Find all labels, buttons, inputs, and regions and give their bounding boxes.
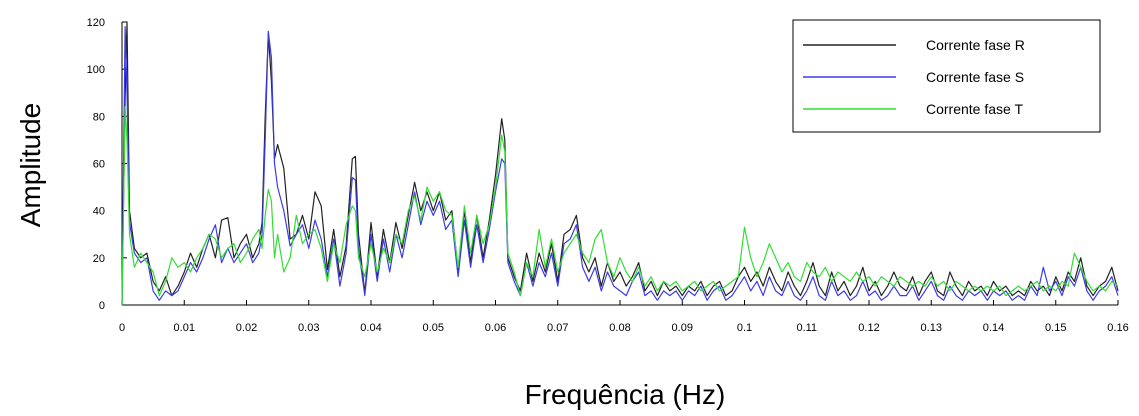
- x-tick-label: 0.06: [485, 322, 506, 334]
- series-line-1: [121, 26, 1119, 306]
- x-tick-label: 0.16: [1107, 322, 1128, 334]
- y-tick-label: 100: [87, 64, 105, 76]
- x-tick-label: 0.14: [983, 322, 1004, 334]
- x-tick-label: 0.04: [360, 322, 381, 334]
- x-axis-title: Frequência (Hz): [525, 379, 726, 410]
- x-axis: 0 0.01 0.02 0.03 0.04 0.05 0.06 0.07 0.08 0.09 0.1…: [119, 300, 1129, 334]
- x-tick-label: 0.02: [236, 322, 257, 334]
- y-tick-label: 80: [93, 111, 105, 123]
- y-tick-label: 40: [93, 206, 105, 218]
- x-tick-label: 0.07: [547, 322, 568, 334]
- x-tick-label: 0.12: [858, 322, 879, 334]
- series-line-2: [121, 106, 1119, 306]
- x-tick-label: 0.08: [609, 322, 630, 334]
- x-tick-label: 0.03: [298, 322, 319, 334]
- y-tick-label: 0: [99, 300, 105, 312]
- y-axis-title: Amplitude: [15, 103, 46, 228]
- y-tick-label: 20: [93, 253, 105, 265]
- x-tick-label: 0.11: [796, 322, 817, 334]
- x-tick-label: 0.13: [921, 322, 942, 334]
- series-line-0: [121, 21, 1119, 306]
- x-tick-label: 0.1: [737, 322, 752, 334]
- legend-label: Corrente fase R: [926, 37, 1025, 53]
- legend-label: Corrente fase S: [926, 69, 1024, 85]
- y-tick-label: 120: [87, 17, 105, 29]
- y-axis: 0 20 40 60 80 100 120: [87, 17, 127, 312]
- legend-label: Corrente fase T: [926, 101, 1023, 117]
- x-tick-label: 0: [119, 322, 125, 334]
- series-lines: [121, 21, 1119, 306]
- x-tick-label: 0.09: [672, 322, 693, 334]
- x-tick-label: 0.05: [423, 322, 444, 334]
- x-tick-label: 0.15: [1045, 322, 1066, 334]
- legend-box: [792, 19, 1101, 133]
- legend: Corrente fase R Corrente fase S Corrente f…: [792, 19, 1101, 133]
- x-tick-label: 0.01: [174, 322, 195, 334]
- y-tick-label: 60: [93, 159, 105, 171]
